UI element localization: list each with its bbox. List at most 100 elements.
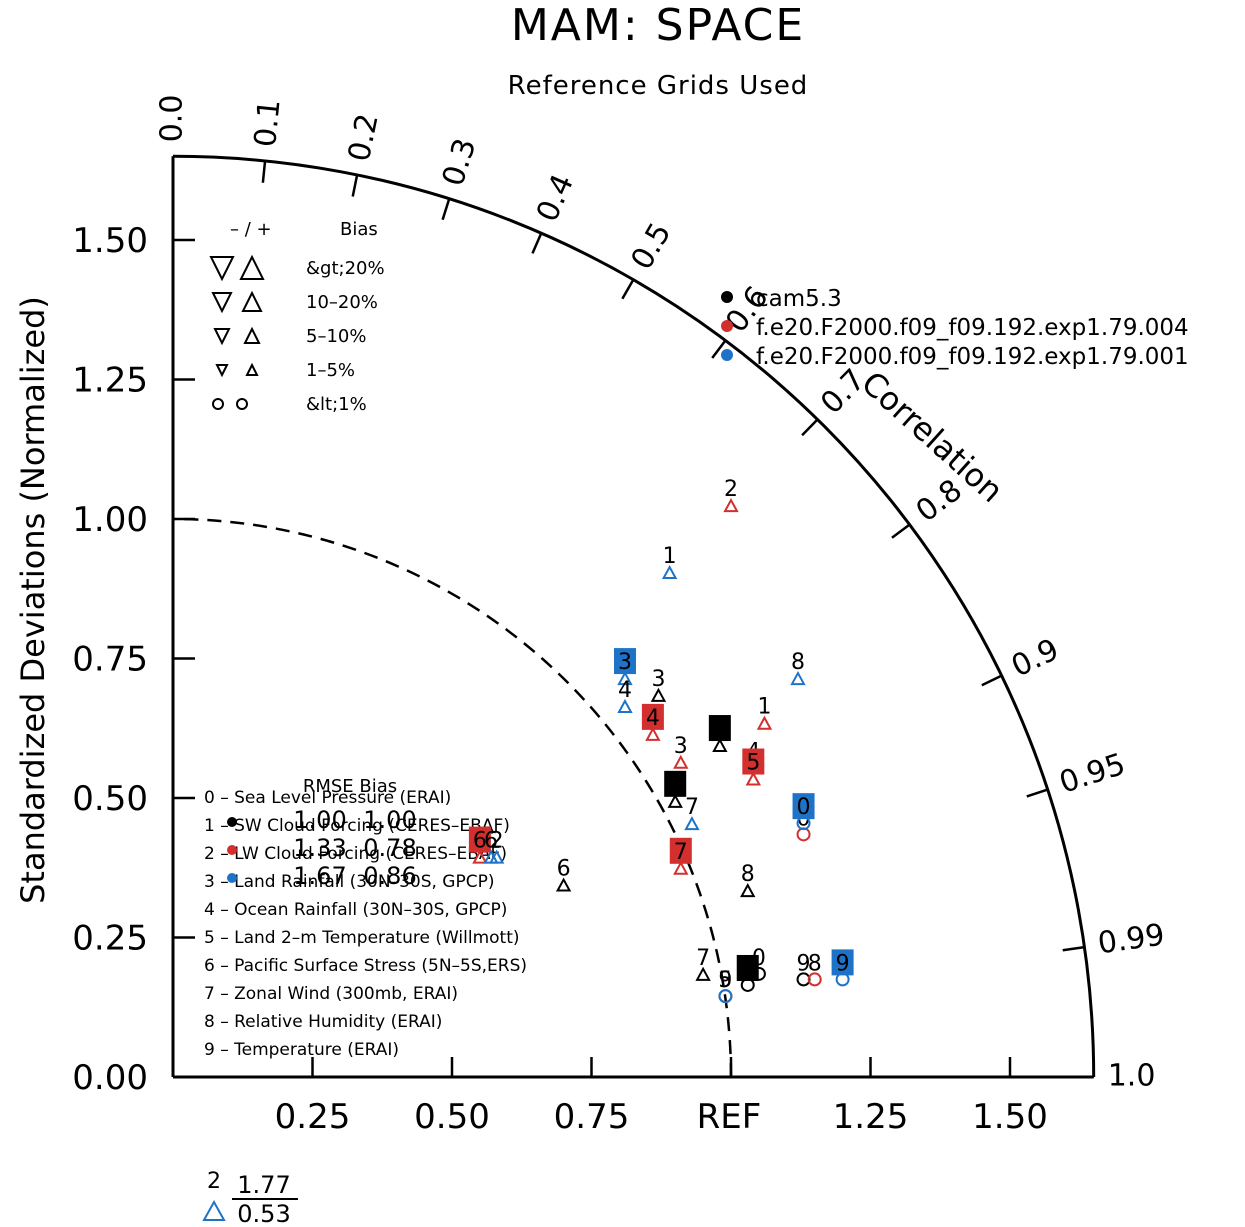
- y-tick-label: 1.50: [72, 221, 148, 261]
- point-marker: [617, 698, 633, 713]
- point-label: 8: [808, 951, 822, 976]
- point-marker: [617, 670, 633, 686]
- rmse-header: RMSE Bias: [303, 776, 397, 797]
- y-axis-label: Standardized Deviations (Normalized): [14, 296, 52, 904]
- point-label: 2: [724, 477, 738, 502]
- data-point: 8: [807, 951, 822, 987]
- point-label-box: [708, 715, 731, 742]
- point-marker: [483, 849, 499, 864]
- point-marker: [740, 883, 756, 898]
- point-marker: [695, 966, 711, 981]
- variable-label: 8 – Relative Humidity (ERAI): [204, 1012, 442, 1032]
- corr-tick-label: 0.5: [624, 217, 678, 276]
- data-point: 8: [790, 650, 806, 686]
- x-tick-label: 1.50: [972, 1097, 1048, 1137]
- bias-value: 0.78: [363, 834, 416, 862]
- variable-label: 2 – LW Cloud Forcing (CERES–EBAF): [204, 844, 507, 864]
- variable-label: 7 – Zonal Wind (300mb, ERAI): [204, 984, 458, 1004]
- data-point: 3: [673, 734, 689, 769]
- series-dot-icon: [227, 817, 237, 827]
- variable-label: 9 – Temperature (ERAI): [204, 1040, 399, 1060]
- point-label: 6: [557, 857, 571, 882]
- point-marker: [650, 687, 667, 702]
- corr-tick: [621, 279, 635, 300]
- point-label: 7: [674, 840, 688, 865]
- point-label: 2: [490, 829, 504, 854]
- point-marker: [673, 754, 689, 769]
- data-point: 6: [468, 826, 491, 864]
- rmse-value: 1.00: [293, 806, 346, 834]
- data-point: 7: [684, 795, 700, 831]
- data-point: 2: [664, 770, 687, 808]
- corr-tick: [261, 160, 267, 183]
- tri-down-icon: [213, 328, 231, 346]
- corr-tick-label: 0.9: [1006, 632, 1064, 684]
- point-label: 9: [797, 951, 811, 976]
- series-dot-icon: [721, 349, 733, 361]
- point-marker: [807, 972, 822, 987]
- point-label-box: [669, 837, 692, 864]
- variable-label: 0 – Sea Level Pressure (ERAI): [204, 788, 451, 808]
- y-tick-label: 0.50: [72, 779, 148, 819]
- tri-up-icon: [241, 290, 263, 312]
- outlier-tri-icon: [202, 1199, 226, 1221]
- y-tick-label: 1.25: [72, 361, 148, 401]
- outlier-label: 2: [207, 1169, 221, 1194]
- point-marker: [684, 816, 700, 831]
- y-tick-label: 1.00: [72, 500, 148, 540]
- corr-tick-label: 1.0: [1108, 1059, 1156, 1094]
- y-tick-label: 0.75: [72, 640, 148, 680]
- corr-tick-label: 0.4: [530, 169, 581, 227]
- tri-up-icon: [243, 326, 261, 344]
- corr-tick: [1062, 945, 1085, 952]
- point-label-box: [613, 648, 636, 675]
- tri-up-icon: [245, 362, 259, 376]
- corr-tick-label: 0.1: [248, 98, 288, 149]
- corr-tick: [801, 418, 819, 437]
- point-marker: [712, 737, 728, 753]
- tri-down-icon: [209, 256, 235, 282]
- bias-value: 1.00: [363, 806, 416, 834]
- point-label-box: [468, 826, 491, 853]
- chart-title: MAM: SPACE: [511, 0, 805, 51]
- bias-legend-header-sign: – / +: [230, 219, 272, 240]
- x-tick-label: 0.50: [414, 1097, 490, 1137]
- point-label: 1: [663, 544, 677, 569]
- data-point: 5: [718, 968, 733, 1004]
- data-point: 8: [740, 862, 756, 898]
- variable-label: 5 – Land 2–m Temperature (Willmott): [204, 928, 520, 948]
- correlation-arc: [172, 154, 1096, 1078]
- data-point: 5: [742, 748, 765, 786]
- corr-tick: [981, 674, 1003, 687]
- series-dot-icon: [721, 291, 733, 303]
- bias-legend-row: 10–20%: [306, 292, 378, 313]
- variable-label: 6 – Pacific Surface Stress (5N–5S,ERS): [204, 956, 527, 976]
- point-label: 8: [741, 862, 755, 887]
- x-tick-label: 0.25: [275, 1097, 351, 1137]
- point-label: 4: [646, 706, 660, 731]
- corr-tick: [891, 523, 911, 539]
- point-label-box: [742, 748, 765, 775]
- point-marker: [555, 877, 572, 892]
- point-label: 4: [618, 678, 632, 703]
- bias-legend-row: 1–5%: [306, 360, 355, 381]
- corr-tick-label: 0.95: [1055, 747, 1129, 801]
- corr-tick: [351, 174, 359, 197]
- data-point: 2: [723, 477, 739, 513]
- point-label: 5: [746, 751, 760, 776]
- data-point: 3: [650, 667, 667, 702]
- bias-legend-row: &lt;1%: [306, 394, 367, 415]
- variable-label: 1 – SW Cloud Forcing (CERES–EBAF): [204, 816, 510, 836]
- point-label: 7: [696, 946, 710, 971]
- tri-down-icon: [215, 364, 229, 378]
- reference-arc: [172, 517, 733, 1078]
- data-point: 4: [641, 703, 664, 741]
- corr-tick: [1026, 788, 1049, 798]
- chart-subtitle: Reference Grids Used: [508, 71, 809, 101]
- point-marker: [661, 564, 678, 580]
- data-point: 5: [736, 954, 759, 992]
- data-point: 1: [661, 544, 678, 580]
- point-label-box: [792, 793, 815, 820]
- data-point: 6: [483, 829, 499, 864]
- point-marker: [718, 989, 733, 1004]
